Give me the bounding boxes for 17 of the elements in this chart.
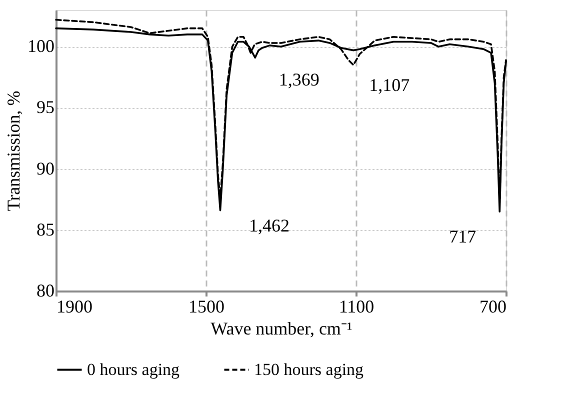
legend-label: 150 hours aging	[254, 360, 364, 379]
annotation: 1,462	[249, 215, 290, 236]
x-axis-title: Wave number, cm⁻¹	[210, 318, 352, 338]
y-tick-label: 90	[36, 158, 54, 178]
legend-label: 0 hours aging	[87, 360, 180, 379]
y-tick-label: 100	[28, 36, 54, 56]
y-tick-label: 80	[36, 280, 54, 300]
y-axis-title: Transmission, %	[4, 90, 24, 212]
x-tick-label: 1900	[56, 296, 92, 316]
annotation: 717	[449, 226, 476, 247]
x-tick-label: 1100	[338, 296, 374, 316]
annotation: 1,369	[278, 70, 320, 90]
annotation: 1,107	[369, 74, 410, 95]
y-tick-label: 85	[36, 219, 54, 240]
y-tick-label: 95	[36, 97, 54, 118]
x-tick-label: 1500	[188, 296, 224, 316]
x-tick-label: 700	[480, 296, 506, 316]
